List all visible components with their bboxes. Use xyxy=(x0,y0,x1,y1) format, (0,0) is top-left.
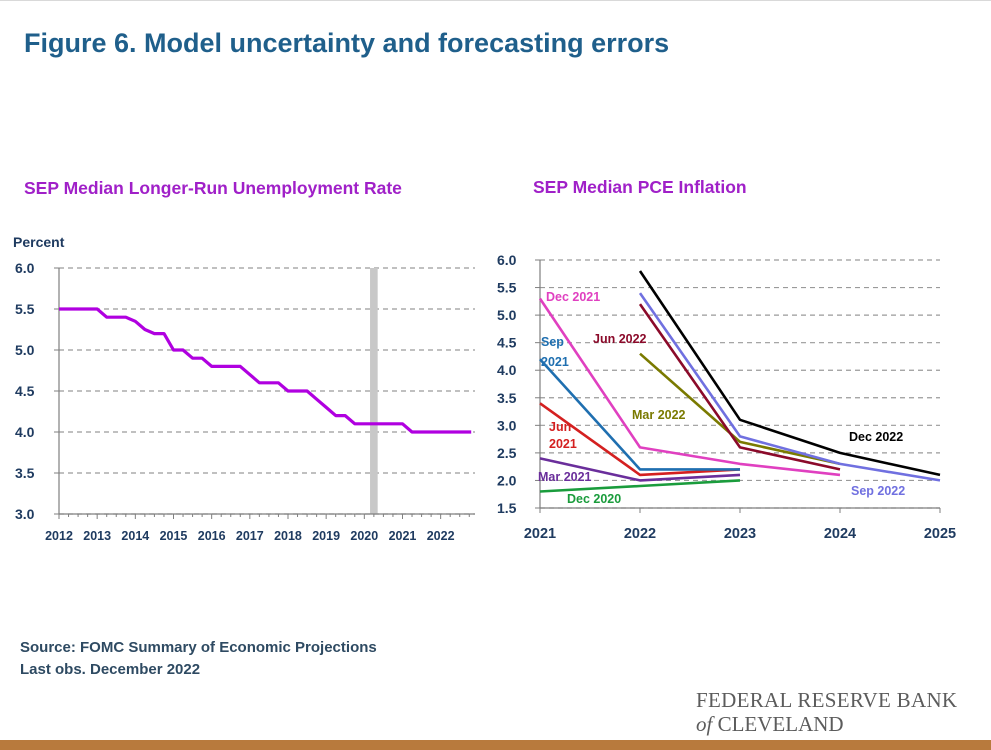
logo-line-2: of CLEVELAND xyxy=(696,712,957,736)
series-label-mar-2022: Mar 2022 xyxy=(632,408,686,422)
last-obs-note: Last obs. December 2022 xyxy=(20,661,201,678)
left-y-tick-label: 6.0 xyxy=(15,260,35,276)
series-label-dec-2021: Dec 2021 xyxy=(546,290,600,304)
right-y-tick-label: 2.0 xyxy=(497,472,517,488)
right-x-tick-label: 2021 xyxy=(524,526,556,542)
left-x-tick-label: 2020 xyxy=(350,529,378,543)
right-y-tick-label: 1.5 xyxy=(497,500,517,516)
series-label-mar-2021: Mar 2021 xyxy=(538,470,592,484)
series-label-sep-2021-month: Sep xyxy=(541,335,564,349)
right-x-tick-label: 2023 xyxy=(724,526,756,542)
left-x-tick-label: 2016 xyxy=(198,529,226,543)
left-x-tick-label: 2014 xyxy=(121,529,149,543)
left-x-tick-label: 2015 xyxy=(160,529,188,543)
series-label-sep-2022: Sep 2022 xyxy=(851,484,905,498)
series-line-jun-2022 xyxy=(638,303,841,471)
right-x-tick-label: 2022 xyxy=(624,526,656,542)
frb-cleveland-logo: FEDERAL RESERVE BANK of CLEVELAND xyxy=(696,688,957,736)
logo-cleveland: CLEVELAND xyxy=(717,712,844,737)
series-line-jun-2021 xyxy=(539,402,741,477)
right-y-tick-label: 6.0 xyxy=(497,252,517,268)
right-y-tick-label: 5.0 xyxy=(497,307,517,323)
source-note: Source: FOMC Summary of Economic Project… xyxy=(20,639,377,656)
right-y-tick-label: 3.0 xyxy=(497,417,517,433)
left-y-tick-label: 4.5 xyxy=(15,383,35,399)
right-y-tick-label: 4.5 xyxy=(497,335,517,351)
right-y-tick-label: 4.0 xyxy=(497,362,517,378)
right-y-tick-label: 2.5 xyxy=(497,445,517,461)
series-label-jun-2021-month: Jun xyxy=(549,420,571,434)
right-x-tick-label: 2025 xyxy=(924,526,956,542)
left-x-tick-label: 2021 xyxy=(389,529,417,543)
left-x-tick-label: 2012 xyxy=(45,529,73,543)
unemployment-line xyxy=(59,307,472,434)
left-y-tick-label: 5.0 xyxy=(15,342,35,358)
series-line-dec-2021 xyxy=(538,297,841,477)
left-x-tick-label: 2013 xyxy=(83,529,111,543)
series-label-dec-2022: Dec 2022 xyxy=(849,430,903,444)
left-y-tick-label: 3.0 xyxy=(15,506,35,522)
series-line-dec-2022 xyxy=(638,270,941,477)
left-y-axis-label: Percent xyxy=(13,234,65,250)
left-x-tick-label: 2019 xyxy=(312,529,340,543)
series-label-sep-2021-year: 2021 xyxy=(541,355,569,369)
left-x-tick-label: 2022 xyxy=(427,529,455,543)
left-x-tick-label: 2018 xyxy=(274,529,302,543)
left-x-tick-label: 2017 xyxy=(236,529,264,543)
series-line-sep-2022 xyxy=(638,292,941,482)
left-y-tick-label: 4.0 xyxy=(15,424,35,440)
series-line-dec-2020 xyxy=(539,479,741,493)
left-shaded-band xyxy=(370,268,378,514)
logo-of: of xyxy=(696,712,713,737)
right-x-tick-label: 2024 xyxy=(824,526,856,542)
logo-line-1: FEDERAL RESERVE BANK xyxy=(696,688,958,712)
right-y-tick-label: 5.5 xyxy=(497,280,517,296)
series-label-jun-2021-year: 2021 xyxy=(549,437,577,451)
page-title: Figure 6. Model uncertainty and forecast… xyxy=(24,28,670,58)
series-label-jun-2022: Jun 2022 xyxy=(593,332,647,346)
series-line-mar-2022 xyxy=(639,352,841,466)
right-y-tick-label: 3.5 xyxy=(497,390,517,406)
series-label-dec-2020: Dec 2020 xyxy=(567,492,621,506)
series-line-mar-2021 xyxy=(539,457,741,482)
bottom-bar xyxy=(0,740,991,750)
left-y-tick-label: 3.5 xyxy=(15,465,35,481)
left-chart-title: SEP Median Longer-Run Unemployment Rate xyxy=(24,178,402,198)
top-rule xyxy=(0,0,991,1)
left-y-tick-label: 5.5 xyxy=(15,301,35,317)
right-chart-title: SEP Median PCE Inflation xyxy=(533,177,747,197)
series-line-sep-2021 xyxy=(539,358,740,471)
